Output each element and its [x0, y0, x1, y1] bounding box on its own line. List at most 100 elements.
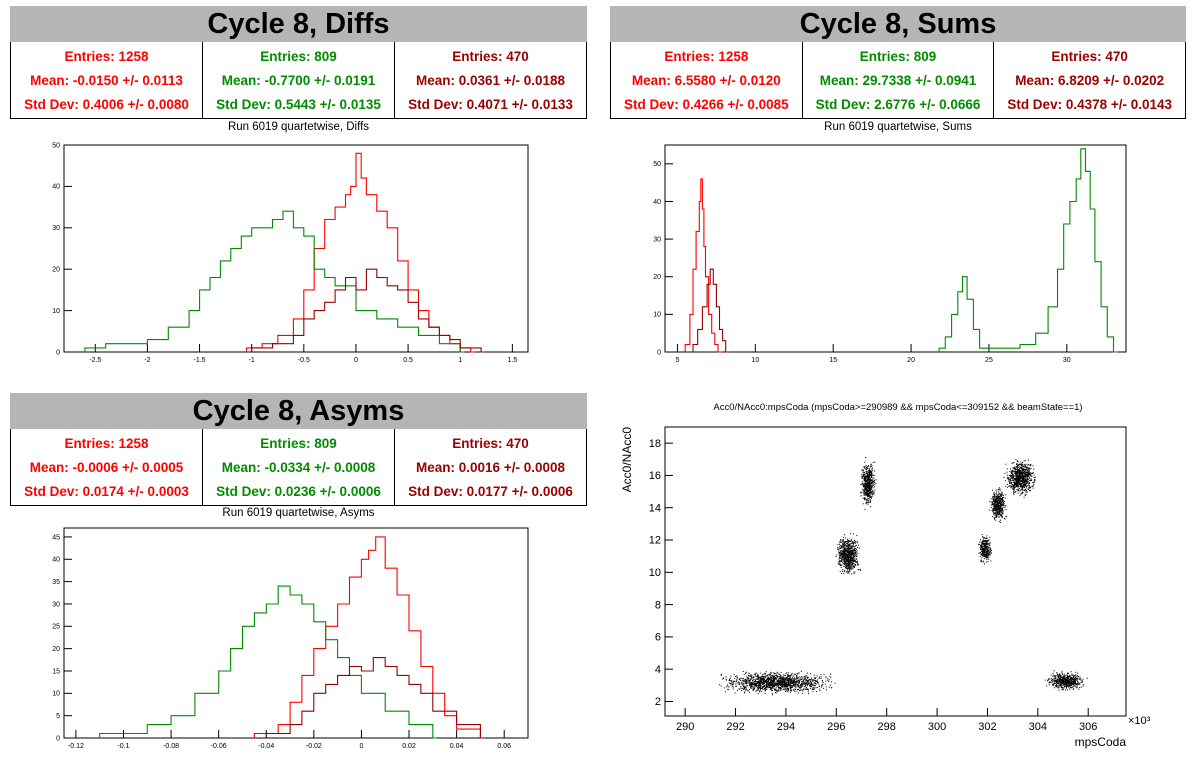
scatter-point [1074, 675, 1076, 677]
scatter-point [1023, 463, 1025, 465]
scatter-point [842, 555, 844, 557]
scatter-point [865, 489, 867, 491]
scatter-point [871, 494, 873, 496]
scatter-point [864, 483, 866, 485]
scatter-point [839, 558, 841, 559]
scatter-point [1001, 516, 1003, 518]
scatter-point [999, 511, 1000, 513]
scatter-point [866, 489, 868, 491]
scatter-point [798, 672, 800, 674]
scatter-point [850, 555, 852, 557]
scatter-point [745, 680, 747, 682]
scatter-point [784, 683, 786, 685]
scatter-point [854, 556, 856, 558]
scatter-point [1014, 485, 1016, 487]
scatter-point [802, 682, 804, 684]
scatter-point [982, 543, 984, 545]
scatter-point [799, 688, 801, 690]
scatter-point [746, 681, 747, 683]
scatter-point [759, 680, 761, 682]
scatter-title: Acc0/NAcc0:mpsCoda (mpsCoda>=290989 && m… [713, 402, 1083, 413]
diffs-stats-series1: Entries: 1258 Mean: -0.0150 +/- 0.0113 S… [11, 42, 203, 118]
scatter-point [863, 479, 865, 481]
scatter-point [1020, 480, 1022, 482]
scatter-point [1018, 466, 1019, 468]
scatter-point [763, 678, 765, 680]
scatter-point [850, 566, 851, 568]
scatter-point [1016, 477, 1017, 479]
scatter-point [837, 547, 839, 549]
x-tick-label: 300 [928, 721, 946, 733]
scatter-point [768, 684, 769, 686]
scatter-point [748, 684, 750, 686]
scatter-point [1070, 675, 1072, 677]
scatter-point [994, 500, 996, 502]
scatter-point [999, 508, 1000, 510]
scatter-point [758, 683, 760, 685]
scatter-point [989, 542, 991, 544]
scatter-point [801, 684, 803, 686]
scatter-point [856, 554, 858, 556]
scatter-point [1071, 684, 1073, 686]
scatter-point [743, 688, 744, 690]
scatter-point [805, 688, 807, 690]
scatter-point [773, 684, 775, 686]
scatter-point [842, 555, 844, 557]
scatter-point [1064, 689, 1066, 691]
scatter-point [789, 678, 791, 680]
scatter-point [1023, 496, 1025, 498]
scatter-point [1028, 469, 1030, 471]
scatter-point [987, 556, 989, 558]
scatter-point [868, 471, 870, 473]
scatter-point [774, 672, 775, 674]
scatter-point [1072, 688, 1074, 690]
scatter-point [996, 512, 998, 514]
scatter-point [786, 680, 788, 682]
scatter-point [992, 511, 994, 513]
scatter-point [838, 549, 839, 551]
scatter-point [1044, 679, 1046, 681]
scatter-point [845, 544, 847, 546]
scatter-point [765, 684, 767, 686]
scatter-point [725, 679, 727, 681]
scatter-point [998, 492, 1000, 494]
scatter-point [850, 552, 851, 554]
scatter-point [803, 688, 805, 690]
scatter-point [990, 501, 992, 503]
scatter-point [1008, 485, 1010, 487]
scatter-point [839, 563, 841, 565]
scatter-point [864, 491, 866, 493]
scatter-point [1061, 687, 1063, 689]
scatter-point [801, 685, 803, 687]
scatter-point [786, 686, 788, 688]
scatter-point [842, 548, 844, 550]
scatter-point [869, 481, 870, 483]
scatter-point [722, 678, 724, 680]
scatter-point [872, 477, 874, 479]
scatter-point [1024, 486, 1025, 488]
scatter-point [978, 552, 980, 554]
scatter-point [840, 554, 842, 556]
scatter-point [1056, 680, 1058, 682]
scatter-point [813, 686, 815, 688]
scatter-point [994, 518, 996, 520]
scatter-point [1003, 494, 1004, 496]
scatter-point [774, 689, 776, 691]
scatter-point [868, 470, 869, 472]
scatter-point [1001, 499, 1003, 501]
scatter-point [981, 549, 983, 551]
scatter-point [869, 487, 871, 489]
scatter-point [782, 679, 784, 681]
scatter-point [1059, 680, 1061, 682]
scatter-point [1021, 482, 1023, 484]
scatter-point [746, 683, 747, 685]
scatter-point [861, 478, 863, 480]
scatter-point [994, 512, 996, 514]
scatter-point [789, 691, 791, 693]
scatter-point [1075, 681, 1077, 683]
scatter-point [868, 490, 870, 492]
scatter-point [810, 684, 812, 685]
scatter-point [996, 515, 998, 517]
scatter-point [794, 684, 796, 686]
scatter-point [806, 685, 808, 687]
